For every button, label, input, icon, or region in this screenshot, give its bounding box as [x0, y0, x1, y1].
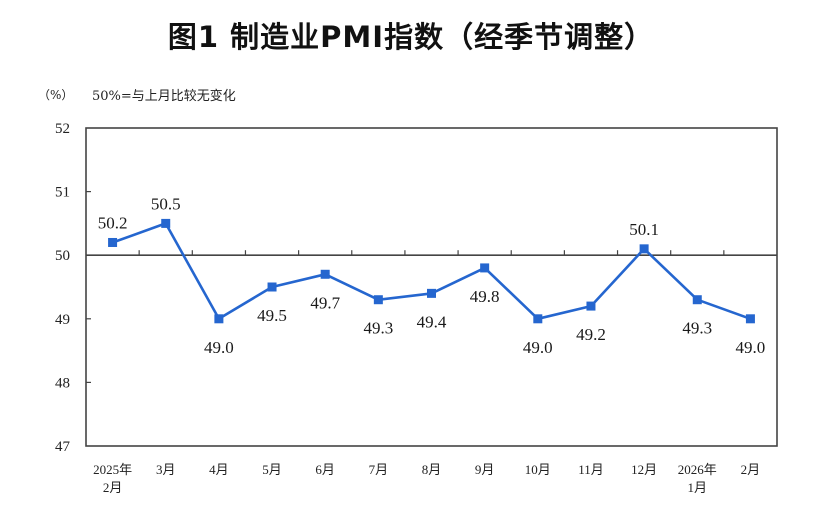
- y-tick-label: 51: [55, 185, 70, 201]
- square-marker: [480, 263, 490, 273]
- y-tick-label: 49: [55, 312, 70, 328]
- y-tick-label: 52: [55, 121, 70, 137]
- y-tick-label: 50: [55, 248, 70, 264]
- square-marker: [639, 244, 649, 254]
- reference-note: 50%=与上月比较无变化: [92, 89, 236, 104]
- pmi-series: [108, 218, 755, 324]
- x-tick-label: 7月: [369, 462, 389, 477]
- square-marker: [214, 314, 224, 324]
- square-marker: [427, 288, 436, 298]
- square-marker: [745, 314, 755, 324]
- data-label: 49.0: [204, 338, 234, 357]
- data-label: 49.0: [523, 338, 553, 357]
- y-axis-ticks: 47 48 49 50 51 52: [55, 121, 91, 455]
- data-label: 49.8: [470, 287, 500, 306]
- square-marker: [373, 295, 383, 305]
- data-label: 49.3: [682, 319, 712, 338]
- y-tick-label: 48: [55, 375, 70, 391]
- data-label: 50.1: [629, 220, 659, 239]
- reference-line-50: [86, 250, 777, 256]
- y-tick-label: 47: [55, 439, 71, 455]
- square-marker: [161, 218, 171, 228]
- data-label: 50.5: [151, 194, 181, 213]
- data-label: 50.2: [98, 213, 128, 232]
- x-tick-label: 2月: [741, 462, 761, 477]
- square-marker: [533, 314, 543, 324]
- x-tick-label: 11月: [578, 462, 604, 477]
- data-label: 49.5: [257, 306, 287, 325]
- x-tick-label: 9月: [475, 462, 495, 477]
- data-label: 49.3: [363, 319, 393, 338]
- data-label: 49.4: [417, 312, 447, 331]
- x-tick-label: 10月: [525, 462, 551, 477]
- square-marker: [692, 295, 702, 305]
- y-axis-unit-label: （%）: [38, 88, 74, 102]
- data-label: 49.7: [310, 293, 340, 312]
- x-tick-label: 4月: [209, 462, 229, 477]
- square-marker: [586, 301, 596, 311]
- plot-frame: [85, 127, 778, 447]
- square-marker: [108, 237, 118, 247]
- x-axis-labels: 2025年 2月 3月 4月 5月 6月 7月 8月 9月 10月 11月 12月 2026年 1月 2月: [93, 462, 760, 495]
- x-tick-label: 3月: [156, 462, 176, 477]
- x-tick-label: 8月: [422, 462, 442, 477]
- x-tick-label: 2025年: [93, 462, 132, 477]
- x-tick-label: 5月: [262, 462, 282, 477]
- data-labels: 50.2 50.5 49.0 49.5 49.7 49.3 49.4 49.8 49.0 49.2…: [98, 194, 766, 356]
- x-tick-label: 2026年: [678, 462, 717, 477]
- chart-title: 图1 制造业PMI指数（经季节调整）: [167, 20, 655, 54]
- x-tick-label: 1月: [688, 480, 708, 495]
- data-label: 49.0: [736, 338, 766, 357]
- x-tick-label: 2月: [103, 480, 123, 495]
- data-label: 49.2: [576, 325, 606, 344]
- x-tick-label: 6月: [315, 462, 335, 477]
- square-marker: [267, 282, 277, 292]
- square-marker: [320, 269, 330, 279]
- axes: [85, 127, 778, 447]
- x-tick-label: 12月: [631, 462, 657, 477]
